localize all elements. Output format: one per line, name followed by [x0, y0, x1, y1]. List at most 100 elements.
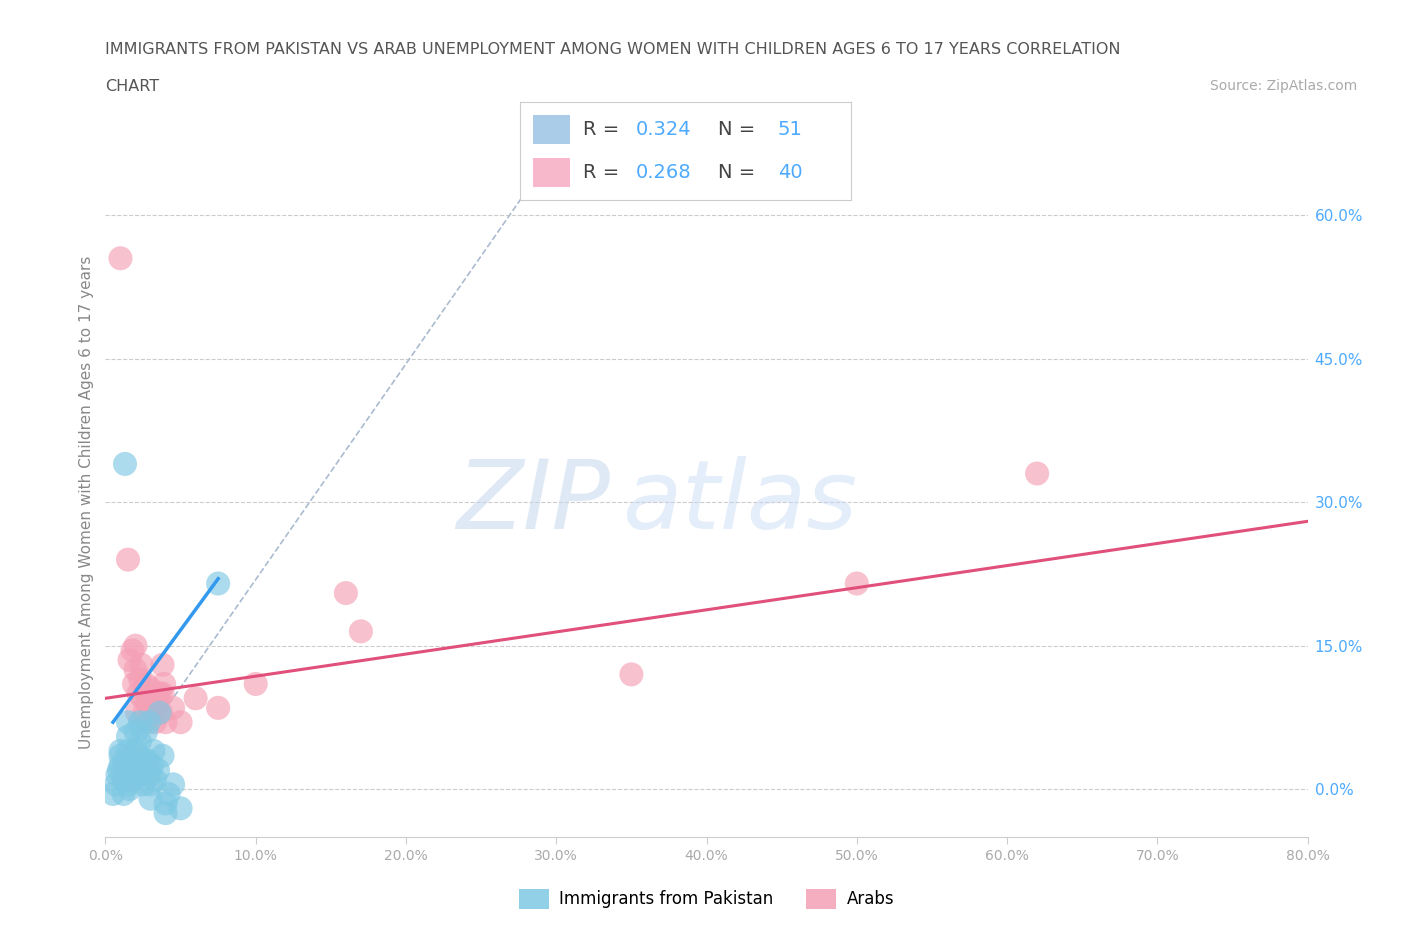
Point	[107, 767, 129, 782]
Point	[135, 686, 157, 701]
Point	[117, 763, 139, 777]
Point	[152, 686, 174, 701]
Text: R =: R =	[583, 120, 626, 140]
Point	[128, 758, 150, 773]
Point	[350, 624, 373, 639]
Point	[139, 682, 162, 697]
Point	[139, 710, 162, 724]
Text: R =: R =	[583, 163, 626, 182]
Bar	[533, 115, 569, 144]
Point	[138, 715, 160, 730]
Point	[124, 662, 146, 677]
Text: N =: N =	[718, 120, 762, 140]
Point	[117, 715, 139, 730]
Point	[184, 691, 207, 706]
Point	[136, 753, 159, 768]
Point	[138, 691, 160, 706]
Point	[157, 787, 180, 802]
Point	[146, 691, 169, 706]
Point	[121, 749, 143, 764]
Point	[135, 724, 157, 739]
Point	[169, 801, 191, 816]
Legend: Immigrants from Pakistan, Arabs: Immigrants from Pakistan, Arabs	[512, 882, 901, 916]
Point	[845, 576, 868, 591]
Point	[150, 705, 173, 720]
Point	[129, 734, 152, 749]
Text: 0.324: 0.324	[636, 120, 692, 140]
Point	[153, 676, 176, 691]
Point	[152, 749, 174, 764]
Point	[121, 758, 143, 773]
Point	[207, 700, 229, 715]
Point	[1026, 466, 1049, 481]
Text: Source: ZipAtlas.com: Source: ZipAtlas.com	[1209, 79, 1357, 93]
Point	[128, 686, 150, 701]
Point	[134, 705, 156, 720]
Point	[143, 715, 166, 730]
Point	[112, 772, 135, 787]
Point	[110, 749, 132, 764]
Point	[132, 691, 155, 706]
Point	[117, 552, 139, 567]
Point	[128, 749, 150, 764]
Point	[169, 715, 191, 730]
Point	[108, 763, 131, 777]
Point	[114, 753, 136, 768]
Text: 0.268: 0.268	[636, 163, 692, 182]
Point	[104, 777, 127, 791]
Point	[155, 805, 177, 820]
Point	[620, 667, 643, 682]
Point	[125, 767, 148, 782]
Point	[110, 758, 132, 773]
Point	[162, 777, 184, 791]
Point	[117, 729, 139, 744]
Point	[155, 715, 177, 730]
Point	[152, 658, 174, 672]
Text: atlas: atlas	[623, 456, 858, 549]
Point	[162, 700, 184, 715]
Text: 51: 51	[778, 120, 803, 140]
Point	[155, 796, 177, 811]
Point	[207, 576, 229, 591]
Point	[139, 767, 162, 782]
Bar	[533, 158, 569, 187]
Point	[139, 791, 162, 806]
Text: N =: N =	[718, 163, 762, 182]
Point	[120, 767, 142, 782]
Point	[112, 787, 135, 802]
Point	[134, 753, 156, 768]
Point	[114, 457, 136, 472]
Point	[141, 705, 163, 720]
Point	[110, 743, 132, 758]
Point	[142, 743, 165, 758]
Point	[245, 676, 267, 691]
Point	[148, 705, 170, 720]
Text: ZIP: ZIP	[457, 456, 610, 549]
Point	[122, 676, 145, 691]
Point	[132, 763, 155, 777]
Point	[124, 638, 146, 653]
Point	[139, 777, 162, 791]
Point	[145, 700, 167, 715]
Point	[124, 724, 146, 739]
Point	[136, 767, 159, 782]
Point	[117, 777, 139, 791]
Point	[142, 691, 165, 706]
Point	[118, 782, 141, 797]
Point	[148, 686, 170, 701]
Point	[129, 715, 152, 730]
Point	[335, 586, 357, 601]
Point	[117, 743, 139, 758]
Point	[131, 658, 153, 672]
Point	[146, 763, 169, 777]
Y-axis label: Unemployment Among Women with Children Ages 6 to 17 years: Unemployment Among Women with Children A…	[79, 256, 94, 749]
Point	[143, 772, 166, 787]
Point	[124, 743, 146, 758]
Point	[132, 777, 155, 791]
Point	[110, 251, 132, 266]
Point	[129, 671, 152, 686]
Text: CHART: CHART	[105, 79, 159, 94]
Point	[141, 758, 163, 773]
Point	[135, 676, 157, 691]
Point	[136, 696, 159, 711]
